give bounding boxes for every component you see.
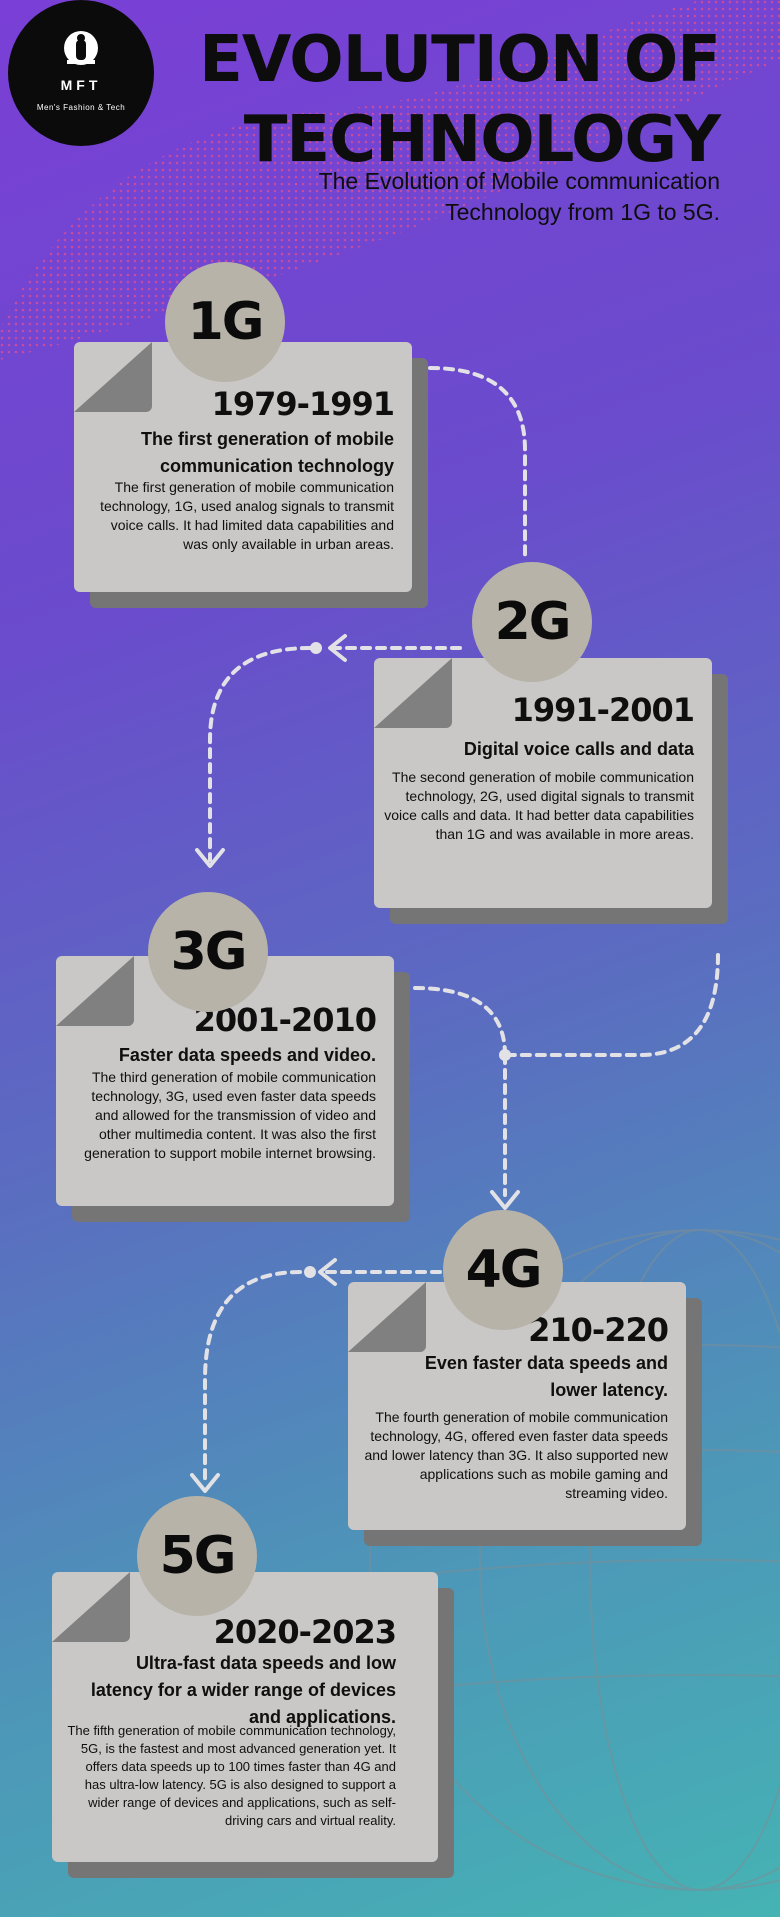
person-silhouette-icon [64,31,98,65]
generation-description: The second generation of mobile communic… [384,769,694,842]
generation-heading: The first generation of mobile communica… [140,429,394,476]
generation-badge-3g: 3G [148,892,268,1012]
generation-badge-4g: 4G [443,1210,563,1330]
generation-card-5g: 2020-2023 Ultra-fast data speeds and low… [52,1572,438,1862]
brand-logo: MFT Men's Fashion & Tech [8,0,154,146]
generation-description: The third generation of mobile communica… [84,1069,376,1161]
page-subtitle: The Evolution of Mobile communication Te… [318,168,720,225]
generation-description: The fourth generation of mobile communic… [364,1409,668,1501]
generation-heading: Ultra-fast data speeds and low latency f… [90,1653,396,1727]
generation-badge-5g: 5G [137,1496,257,1616]
generation-heading: Faster data speeds and video. [118,1045,376,1065]
generation-years: 1979-1991 [211,385,395,423]
generation-years: 210-220 [528,1311,669,1349]
generation-description: The fifth generation of mobile communica… [67,1723,396,1828]
generation-card-1g: 1979-1991 The first generation of mobile… [74,342,412,592]
generation-badge-2g: 2G [472,562,592,682]
generation-years: 2020-2023 [213,1613,397,1651]
logo-name: MFT [60,77,102,93]
generation-heading: Digital voice calls and data [463,739,694,759]
generation-badge-1g: 1G [165,262,285,382]
logo-tagline: Men's Fashion & Tech [36,103,126,112]
generation-years: 1991-2001 [511,691,695,729]
generation-card-2g: 1991-2001 Digital voice calls and data T… [374,658,712,908]
generation-heading: Even faster data speeds and lower latenc… [424,1353,668,1400]
page-title: EVOLUTION OF TECHNOLOGY [199,23,721,177]
generation-description: The first generation of mobile communica… [100,479,394,552]
